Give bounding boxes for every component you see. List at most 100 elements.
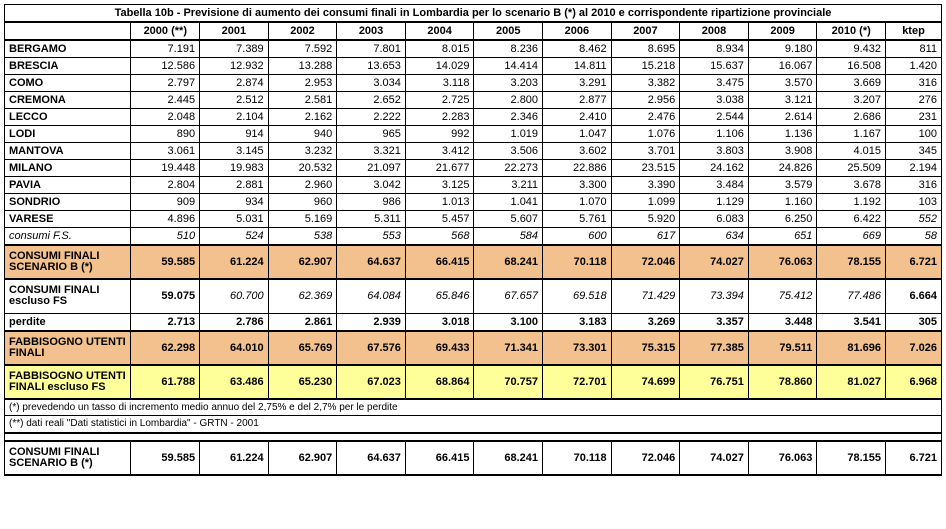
cell: 2.476 <box>611 109 680 126</box>
table-row: COMO2.7972.8742.9533.0343.1183.2033.2913… <box>5 75 942 92</box>
cell: 5.607 <box>474 211 543 228</box>
table-row: BERGAMO7.1917.3897.5927.8018.0158.2368.4… <box>5 40 942 58</box>
col-2000: 2000 (**) <box>131 22 200 40</box>
cell: 19.983 <box>200 160 269 177</box>
cell: 1.076 <box>611 126 680 143</box>
cell: 3.211 <box>474 177 543 194</box>
cell: 634 <box>680 228 749 246</box>
cell: 4.015 <box>817 143 886 160</box>
cell: 6.422 <box>817 211 886 228</box>
cell: 2.960 <box>268 177 337 194</box>
cell: 3.602 <box>543 143 612 160</box>
cell: 3.484 <box>680 177 749 194</box>
row-escluso-fs: CONSUMI FINALI escluso FS 59.075 60.7006… <box>5 279 942 313</box>
cell: 23.515 <box>611 160 680 177</box>
cell: 1.167 <box>817 126 886 143</box>
cell: 231 <box>886 109 942 126</box>
cell: 8.695 <box>611 40 680 58</box>
cell: 22.273 <box>474 160 543 177</box>
cell: 1.099 <box>611 194 680 211</box>
cell: 584 <box>474 228 543 246</box>
cell: 2.953 <box>268 75 337 92</box>
cell: 2.581 <box>268 92 337 109</box>
cell: 1.136 <box>748 126 817 143</box>
cell: 2.410 <box>543 109 612 126</box>
cell: 5.031 <box>200 211 269 228</box>
cell: 940 <box>268 126 337 143</box>
cell: 3.803 <box>680 143 749 160</box>
row-consumi-finali-b: CONSUMI FINALI SCENARIO B (*) 59.58561.2… <box>5 245 942 279</box>
cell: 3.300 <box>543 177 612 194</box>
label-fabbisogno-escluso: FABBISOGNO UTENTI FINALI escluso FS <box>5 365 131 399</box>
cell: 9.180 <box>748 40 817 58</box>
cell: 5.169 <box>268 211 337 228</box>
cell: 8.934 <box>680 40 749 58</box>
cell: 3.678 <box>817 177 886 194</box>
cell: 909 <box>131 194 200 211</box>
cell: 14.029 <box>405 58 474 75</box>
col-2008: 2008 <box>680 22 749 40</box>
table-row: SONDRIO9099349609861.0131.0411.0701.0991… <box>5 194 942 211</box>
col-2002: 2002 <box>268 22 337 40</box>
cell: 2.874 <box>200 75 269 92</box>
label-consumi-finali-b: CONSUMI FINALI SCENARIO B (*) <box>5 245 131 279</box>
cell: 510 <box>131 228 200 246</box>
row-label: COMO <box>5 75 131 92</box>
cell: 1.192 <box>817 194 886 211</box>
table-title: Tabella 10b - Previsione di aumento dei … <box>5 5 942 23</box>
cell: 3.506 <box>474 143 543 160</box>
row-fabbisogno: FABBISOGNO UTENTI FINALI 62.29864.010 65… <box>5 331 942 365</box>
cell: 12.586 <box>131 58 200 75</box>
cell: 5.311 <box>337 211 406 228</box>
province-rows: BERGAMO7.1917.3897.5927.8018.0158.2368.4… <box>5 40 942 245</box>
cell: 7.191 <box>131 40 200 58</box>
col-2003: 2003 <box>337 22 406 40</box>
cell: 21.097 <box>337 160 406 177</box>
row-label: MANTOVA <box>5 143 131 160</box>
table-row: PAVIA2.8042.8812.9603.0423.1253.2113.300… <box>5 177 942 194</box>
cell: 553 <box>337 228 406 246</box>
cell: 3.412 <box>405 143 474 160</box>
row-label: VARESE <box>5 211 131 228</box>
cell: 1.129 <box>680 194 749 211</box>
row-label: PAVIA <box>5 177 131 194</box>
cell: 3.061 <box>131 143 200 160</box>
cell: 8.015 <box>405 40 474 58</box>
cell: 538 <box>268 228 337 246</box>
cell: 2.162 <box>268 109 337 126</box>
cell: 2.544 <box>680 109 749 126</box>
note-1: (*) prevedendo un tasso di incremento me… <box>5 399 942 416</box>
cell: 552 <box>886 211 942 228</box>
table-title-row: Tabella 10b - Previsione di aumento dei … <box>5 5 942 23</box>
col-spacer <box>5 22 131 40</box>
cell: 1.106 <box>680 126 749 143</box>
cell: 524 <box>200 228 269 246</box>
cell: 3.145 <box>200 143 269 160</box>
table-row: CREMONA2.4452.5122.5812.6522.7252.8002.8… <box>5 92 942 109</box>
cell: 7.592 <box>268 40 337 58</box>
cell: 960 <box>268 194 337 211</box>
cell: 600 <box>543 228 612 246</box>
table-row: MANTOVA3.0613.1453.2323.3213.4123.5063.6… <box>5 143 942 160</box>
cell: 1.420 <box>886 58 942 75</box>
cell: 965 <box>337 126 406 143</box>
col-2009: 2009 <box>748 22 817 40</box>
col-2010: 2010 (*) <box>817 22 886 40</box>
cell: 100 <box>886 126 942 143</box>
cell: 14.811 <box>543 58 612 75</box>
cell: 2.614 <box>748 109 817 126</box>
cell: 24.826 <box>748 160 817 177</box>
row-label: SONDRIO <box>5 194 131 211</box>
cell: 1.047 <box>543 126 612 143</box>
cell: 3.042 <box>337 177 406 194</box>
cell: 2.283 <box>405 109 474 126</box>
cell: 3.382 <box>611 75 680 92</box>
cell: 3.034 <box>337 75 406 92</box>
cell: 1.019 <box>474 126 543 143</box>
cell: 9.432 <box>817 40 886 58</box>
cell: 276 <box>886 92 942 109</box>
cell: 3.118 <box>405 75 474 92</box>
row-perdite: perdite 2.7132.786 2.8612.939 3.0183.100… <box>5 313 942 331</box>
cell: 890 <box>131 126 200 143</box>
cell: 3.203 <box>474 75 543 92</box>
